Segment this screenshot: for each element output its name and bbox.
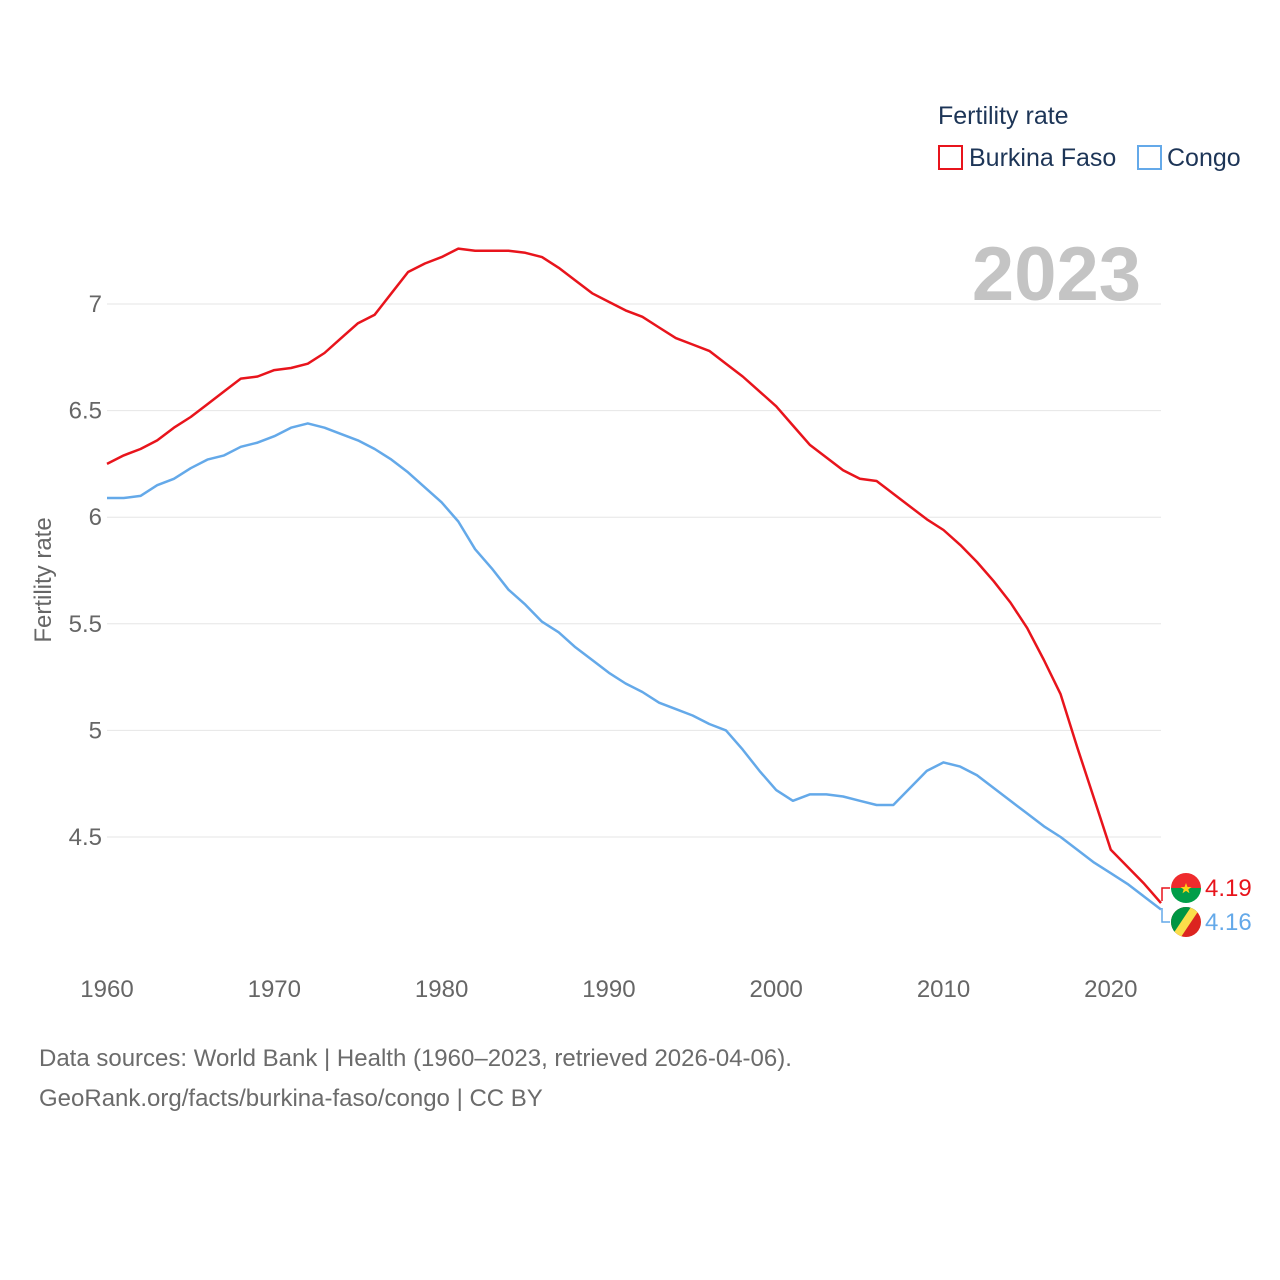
congo-flag-icon	[1171, 907, 1201, 937]
x-tick-label: 2010	[917, 976, 970, 1003]
legend: Fertility rate Burkina Faso Congo	[938, 102, 1241, 172]
series-line-burkina-faso	[106, 247, 1162, 904]
series-line-congo	[107, 422, 1162, 911]
x-tick-label: 1980	[415, 976, 468, 1003]
y-tick-label: 6	[89, 504, 102, 531]
y-tick-label: 4.5	[69, 824, 102, 851]
line-chart: 4.5 5 5.5 6 6.5 7 1960 1970 1980 1990 2000 2010 202…	[30, 102, 1252, 1003]
legend-label-congo: Congo	[1167, 144, 1241, 172]
y-tick-label: 5.5	[69, 611, 102, 638]
x-tick-label: 1990	[582, 976, 635, 1003]
x-tick-label: 1960	[80, 976, 133, 1003]
year-label: 2023	[972, 232, 1141, 317]
legend-swatch-burkina-faso	[938, 145, 963, 170]
legend-title: Fertility rate	[938, 102, 1069, 130]
footer-credit: GeoRank.org/facts/burkina-faso/congo | C…	[39, 1085, 543, 1112]
x-tick-label: 1970	[248, 976, 301, 1003]
y-axis-title: Fertility rate	[30, 517, 57, 642]
gridlines	[107, 303, 1161, 838]
y-tick-label: 7	[89, 291, 102, 318]
footer-sources: Data sources: World Bank | Health (1960–…	[39, 1045, 792, 1072]
burkina-faso-flag-icon	[1171, 873, 1201, 903]
end-value-burkina-faso: 4.19	[1205, 875, 1252, 902]
end-value-congo: 4.16	[1205, 909, 1252, 936]
y-tick-label: 6.5	[69, 398, 102, 425]
end-connector-congo	[1161, 908, 1170, 923]
end-connector-burkina-faso	[1161, 887, 1170, 901]
y-tick-label: 5	[89, 717, 102, 744]
legend-label-burkina-faso: Burkina Faso	[969, 144, 1116, 172]
y-axis-ticks: 4.5 5 5.5 6 6.5 7	[69, 291, 102, 851]
x-axis-ticks: 1960 1970 1980 1990 2000 2010 2020	[80, 976, 1137, 1003]
x-tick-label: 2020	[1084, 976, 1137, 1003]
x-tick-label: 2000	[750, 976, 803, 1003]
series-lines	[106, 247, 1162, 911]
legend-swatch-congo	[1137, 145, 1162, 170]
